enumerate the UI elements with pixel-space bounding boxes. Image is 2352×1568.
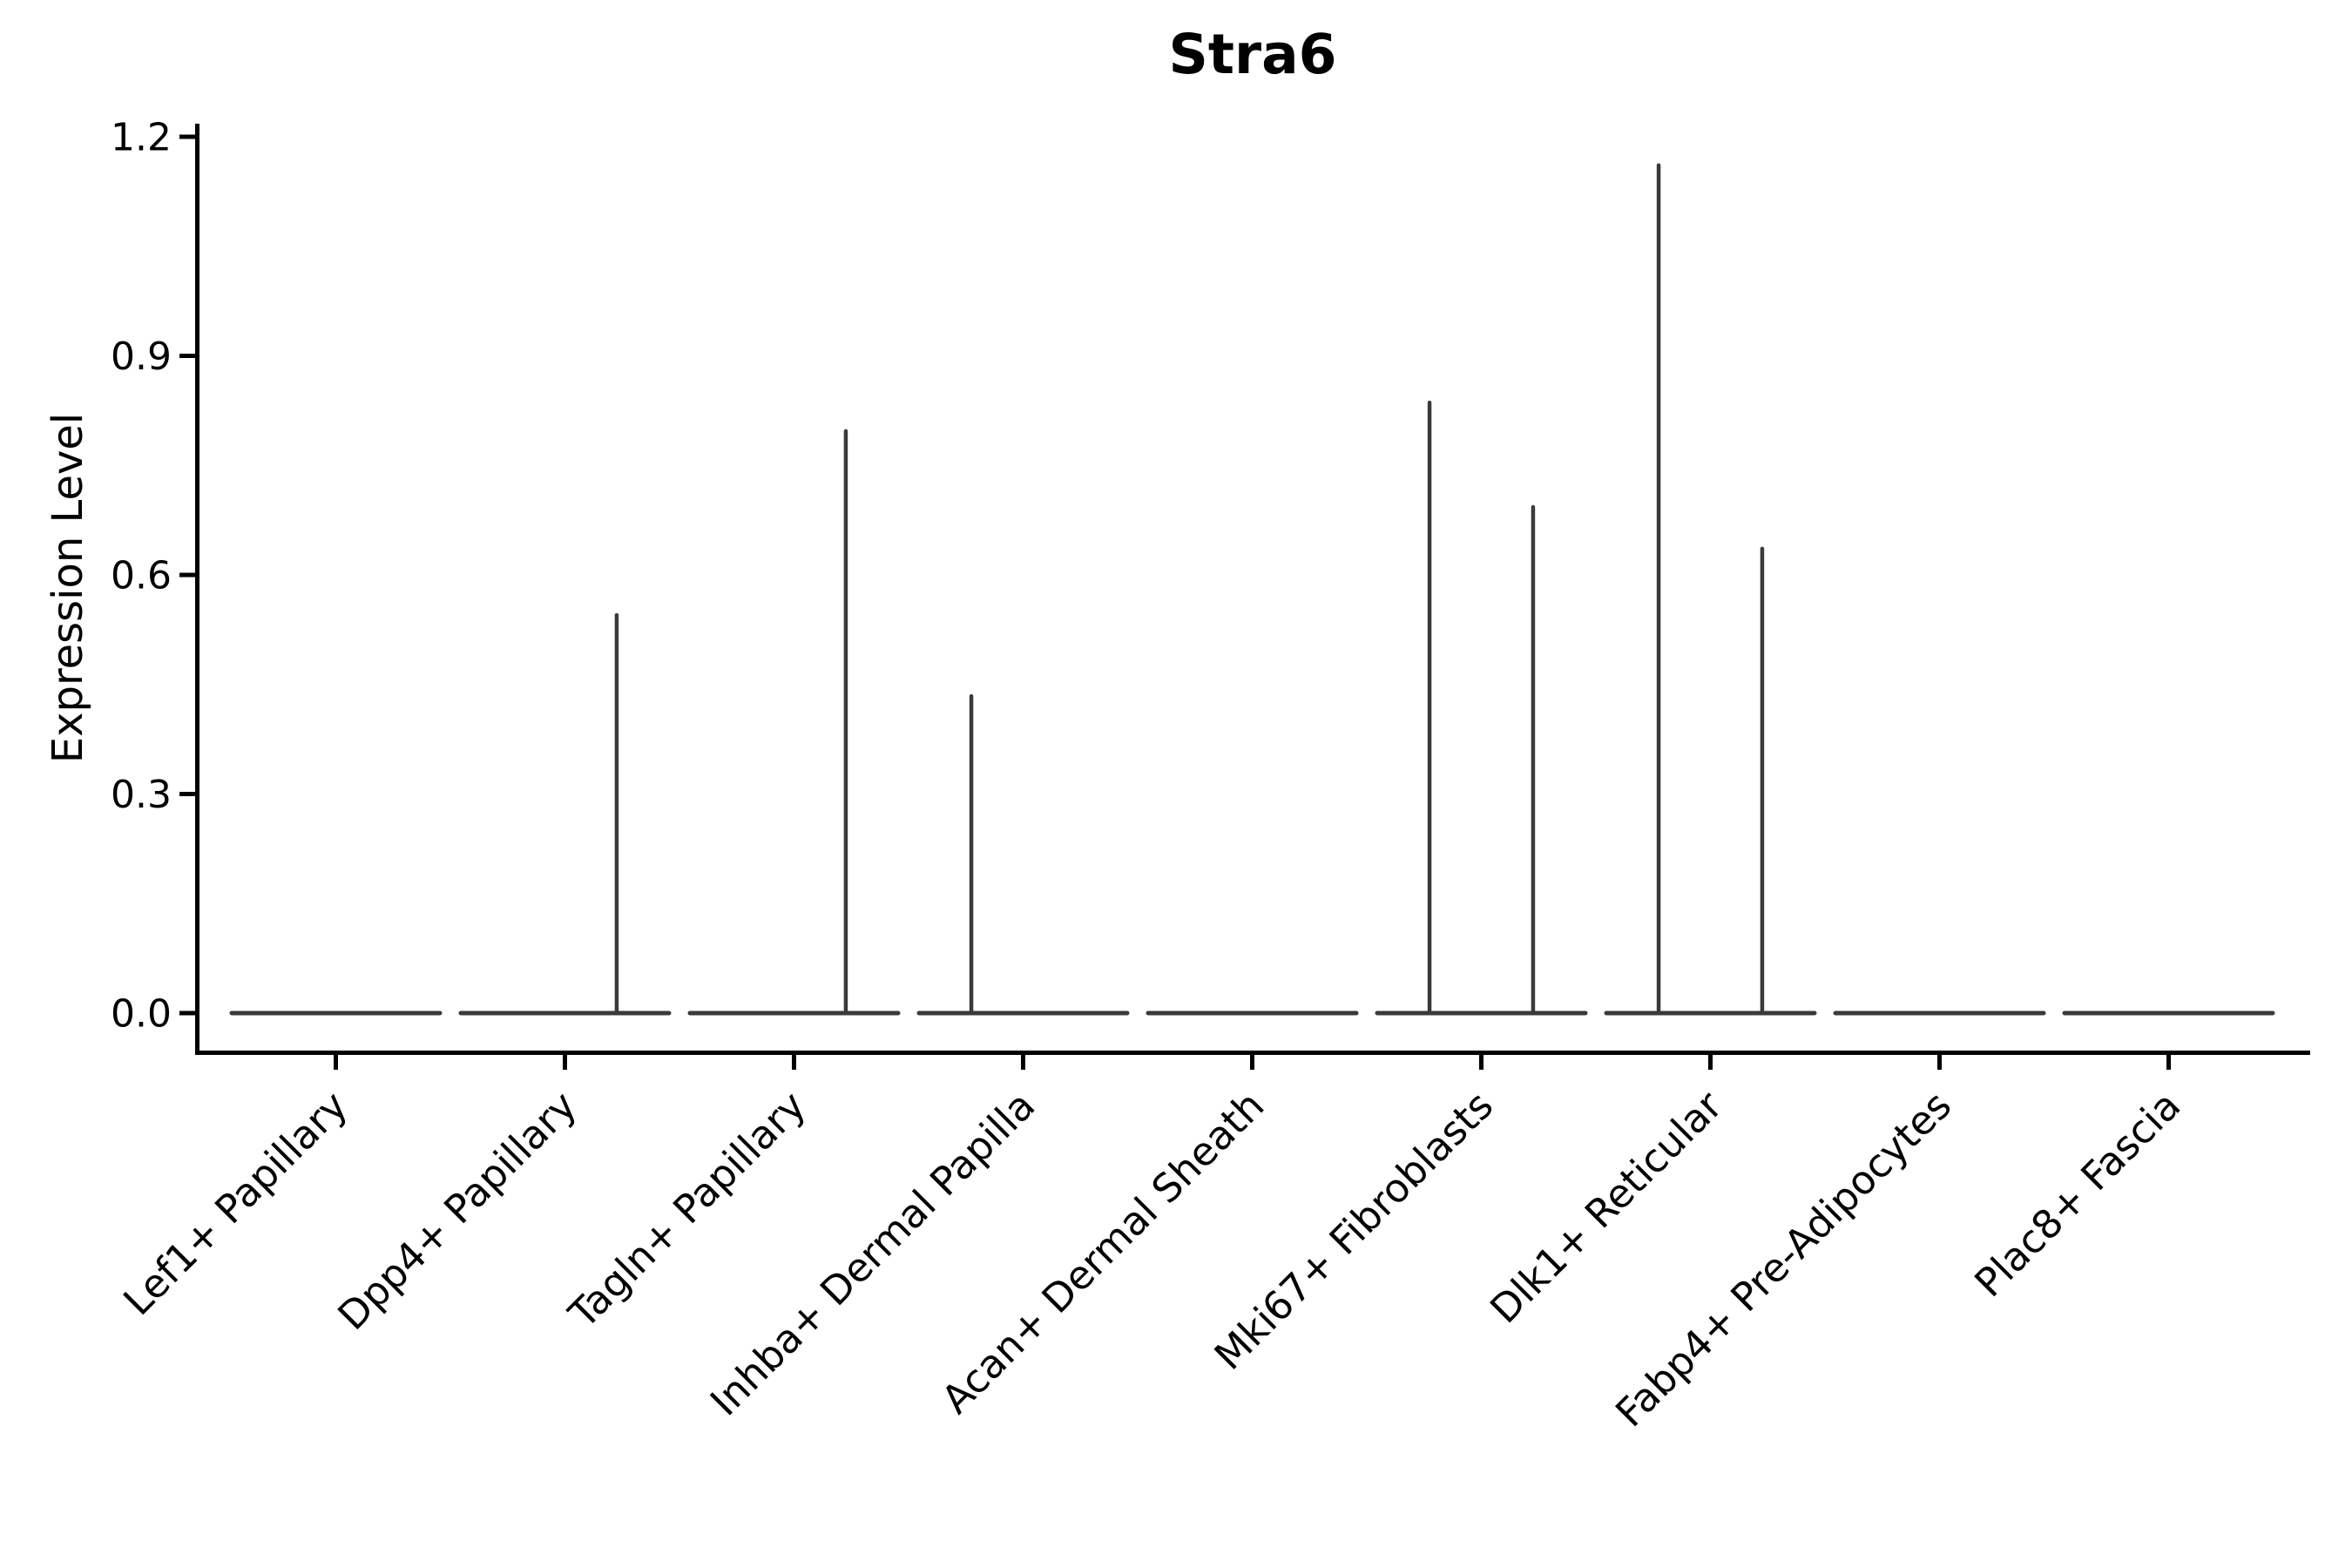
- x-category-label: Plac8+ Fascia: [1965, 1082, 2189, 1306]
- y-tick-label: 0.6: [111, 553, 172, 598]
- x-category-label: Dlk1+ Reticular: [1481, 1082, 1731, 1332]
- x-category-label: Lef1+ Papillary: [114, 1082, 356, 1324]
- y-axis-label: Expression Level: [44, 412, 92, 764]
- x-category-label: Tagln+ Papillary: [559, 1082, 814, 1337]
- chart-title: Stra6: [1168, 23, 1337, 86]
- y-tick-label: 0.3: [111, 773, 172, 817]
- y-tick-label: 0.9: [111, 335, 172, 379]
- y-tick-label: 0.0: [111, 991, 172, 1036]
- x-category-label: Dpp4+ Papillary: [328, 1082, 585, 1339]
- y-tick-label: 1.2: [111, 115, 172, 159]
